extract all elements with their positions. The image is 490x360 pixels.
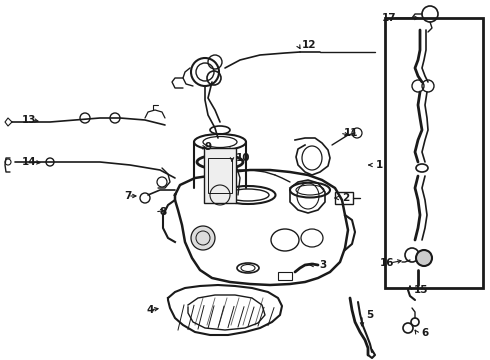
Text: 8: 8 [159, 207, 166, 217]
Text: 4: 4 [147, 305, 154, 315]
Text: 17: 17 [381, 13, 396, 23]
Text: 5: 5 [366, 310, 373, 320]
Bar [278, 272, 292, 280]
Circle shape [191, 226, 215, 250]
Text: 3: 3 [319, 260, 326, 270]
Text: 11: 11 [344, 128, 359, 138]
Text: 15: 15 [414, 285, 428, 295]
Bar [385, 18, 483, 288]
Text: 16: 16 [379, 258, 394, 268]
Text: 7: 7 [124, 191, 132, 201]
Text: 13: 13 [22, 115, 36, 125]
Circle shape [416, 250, 432, 266]
Bar [335, 192, 353, 204]
Text: 9: 9 [204, 142, 211, 152]
Text: 12: 12 [302, 40, 317, 50]
Bar [204, 148, 236, 203]
Bar [208, 158, 232, 193]
Text: 10: 10 [236, 153, 250, 163]
Text: 6: 6 [421, 328, 428, 338]
Text: 1: 1 [376, 160, 383, 170]
Text: 2: 2 [342, 193, 349, 203]
Text: 14: 14 [22, 157, 36, 167]
